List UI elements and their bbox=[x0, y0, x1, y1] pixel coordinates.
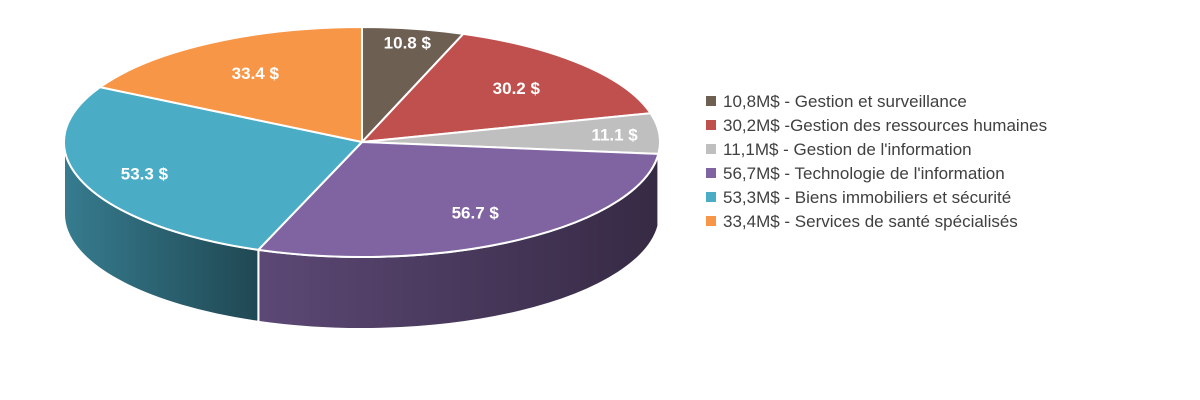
legend-label-4: 53,3M$ - Biens immobiliers et sécurité bbox=[723, 188, 1012, 207]
chart-legend: 10,8M$ - Gestion et surveillance 30,2M$ -… bbox=[706, 90, 1047, 234]
legend-label-1: 30,2M$ -Gestion des ressources humaines bbox=[723, 116, 1048, 135]
pie-top bbox=[63, 26, 661, 258]
pie-slice-4 bbox=[63, 86, 363, 251]
data-labels: 10.8 $ 30.2 $ 11.1 $ 56.7 $ 53.3 $ 33.4 $ bbox=[121, 33, 639, 222]
legend-label-3: 56,7M$ - Technologie de l'information bbox=[723, 164, 1005, 183]
legend-item-2: 11,1M$ - Gestion de l'information bbox=[706, 138, 1047, 162]
legend-item-4: 53,3M$ - Biens immobiliers et sécurité bbox=[706, 186, 1047, 210]
legend-label-2: 11,1M$ - Gestion de l'information bbox=[723, 140, 972, 159]
data-label-2: 11.1 $ bbox=[591, 126, 638, 145]
pie-slice-1 bbox=[361, 32, 652, 143]
legend-label-0: 10,8M$ - Gestion et surveillance bbox=[723, 92, 967, 111]
legend-item-5: 33,4M$ - Services de santé spécialisés bbox=[706, 210, 1047, 234]
legend-item-3: 56,7M$ - Technologie de l'information bbox=[706, 162, 1047, 186]
legend-swatch-4 bbox=[706, 192, 716, 202]
pie-slice-5 bbox=[99, 26, 363, 143]
data-label-3: 56.7 $ bbox=[452, 203, 500, 222]
legend-item-1: 30,2M$ -Gestion des ressources humaines bbox=[706, 114, 1047, 138]
legend-swatch-0 bbox=[706, 96, 716, 106]
data-label-5: 33.4 $ bbox=[232, 64, 280, 83]
legend-item-0: 10,8M$ - Gestion et surveillance bbox=[706, 90, 1047, 114]
data-label-0: 10.8 $ bbox=[384, 33, 432, 52]
legend-swatch-3 bbox=[706, 168, 716, 178]
data-label-4: 53.3 $ bbox=[121, 165, 169, 184]
pie-slice-3 bbox=[257, 141, 660, 258]
legend-label-5: 33,4M$ - Services de santé spécialisés bbox=[723, 212, 1018, 231]
legend-swatch-1 bbox=[706, 120, 716, 130]
data-label-1: 30.2 $ bbox=[493, 79, 541, 98]
legend-swatch-5 bbox=[706, 216, 716, 226]
legend-swatch-2 bbox=[706, 144, 716, 154]
